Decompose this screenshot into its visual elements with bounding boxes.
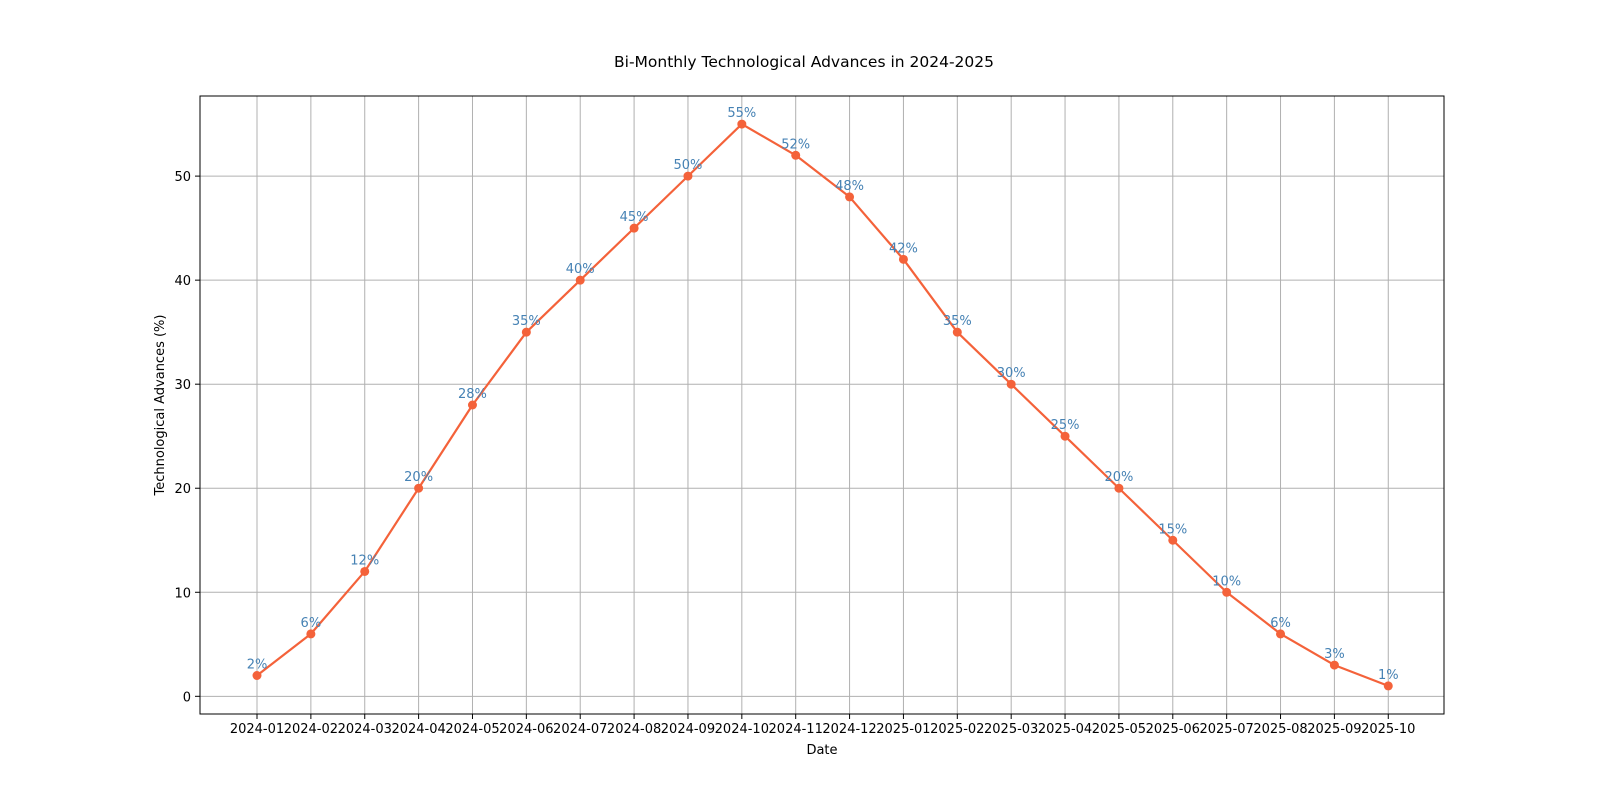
data-label: 6% [301,616,322,631]
data-label: 35% [943,314,972,329]
data-labels: 2% 6% 12% 20% 28% 35% 40% 45% 50% 55% 52% 48% 42% 35%… [247,106,1399,683]
x-tick-label: 2024-06 [499,722,553,737]
data-label: 20% [404,470,433,485]
x-tick-label: 2024-03 [338,722,392,737]
data-label: 28% [458,387,487,402]
data-point [1383,681,1393,691]
x-tick-label: 2024-01 [230,722,284,737]
data-point [629,223,639,233]
x-tick-label: 2025-04 [1038,722,1092,737]
data-label: 30% [997,366,1026,381]
x-tick-label: 2024-09 [661,722,715,737]
y-tick-label: 40 [174,274,191,289]
plot-frame [199,95,1445,715]
data-point [1276,629,1286,639]
series-layer [252,119,1393,691]
data-label: 35% [512,314,541,329]
x-tick-label: 2024-11 [769,722,823,737]
y-tick-label: 30 [174,378,191,393]
x-tick-label: 2024-08 [607,722,661,737]
data-point [737,119,747,129]
x-tick-label: 2024-05 [445,722,499,737]
data-point [521,327,531,337]
data-label: 48% [835,179,864,194]
data-point [1168,535,1178,545]
x-tick-label: 2025-06 [1146,722,1200,737]
x-tick-label: 2025-09 [1307,722,1361,737]
chart-title: Bi-Monthly Technological Advances in 202… [614,53,994,71]
data-point [467,400,477,410]
data-point [683,171,693,181]
y-axis-title: Technological Advances (%) [153,315,168,497]
y-tick-label: 10 [174,586,191,601]
data-label: 2% [247,658,268,673]
y-tick-label: 50 [174,170,191,185]
x-tick-label: 2025-10 [1361,722,1415,737]
series-line [256,122,1389,687]
x-tick-label: 2025-07 [1199,722,1253,737]
x-tick-label: 2025-02 [930,722,984,737]
data-point [1060,431,1070,441]
data-point [952,327,962,337]
data-label: 25% [1051,418,1080,433]
data-point [1006,379,1016,389]
x-tick-label: 2024-12 [822,722,876,737]
x-axis-title: Date [806,743,837,758]
data-point [1114,483,1124,493]
data-label: 3% [1324,647,1345,662]
y-tick-label: 0 [183,690,191,705]
data-label: 10% [1212,574,1241,589]
data-point [1329,660,1339,670]
data-point [414,483,424,493]
y-tick-label: 20 [174,482,191,497]
data-point [575,275,585,285]
data-label: 50% [674,158,703,173]
data-label: 55% [727,106,756,121]
data-label: 12% [350,553,379,568]
data-label: 6% [1270,616,1291,631]
x-tick-label: 2025-05 [1092,722,1146,737]
data-label: 45% [620,210,649,225]
data-point [1222,587,1232,597]
data-point [306,629,316,639]
x-tick-label: 2024-04 [391,722,445,737]
data-point [252,671,262,681]
data-point [791,150,801,160]
x-tick-label: 2024-02 [284,722,338,737]
x-tick-label: 2025-01 [876,722,930,737]
axes: 2024-01 2024-02 2024-03 2024-04 2024-05 2024-… [174,170,1415,737]
grid-lines [200,96,1444,714]
x-tick-label: 2024-10 [715,722,769,737]
data-point [845,192,855,202]
data-point [360,566,370,576]
x-tick-label: 2024-07 [553,722,607,737]
x-tick-label: 2025-03 [984,722,1038,737]
data-label: 15% [1158,522,1187,537]
data-label: 1% [1378,668,1399,683]
data-point [898,254,908,264]
x-tick-label: 2025-08 [1253,722,1307,737]
data-label: 40% [566,262,595,277]
data-label: 20% [1104,470,1133,485]
data-label: 42% [889,241,918,256]
data-label: 52% [781,137,810,152]
